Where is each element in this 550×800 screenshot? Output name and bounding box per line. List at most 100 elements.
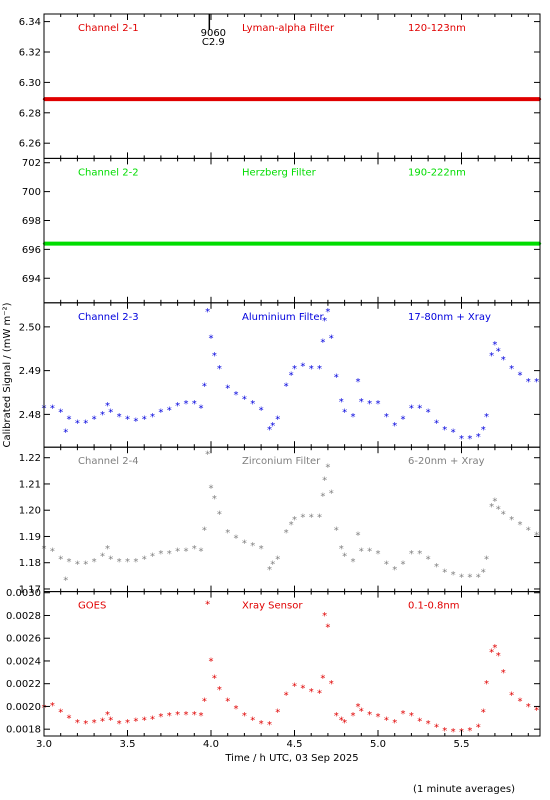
data-point: * [67,557,72,568]
data-point: * [125,557,130,568]
data-point: * [212,494,217,505]
y-tick-label: 1.22 [19,453,41,464]
data-point: * [434,722,439,733]
data-point: * [426,554,431,565]
y-tick-label: 0.0020 [6,702,41,713]
y-tick-label: 694 [22,274,41,285]
y-tick-label: 0.0022 [6,679,41,690]
data-point: * [192,399,197,410]
data-point: * [58,708,63,719]
data-point: * [339,716,344,727]
data-point: * [392,565,397,576]
data-point: * [355,377,360,388]
data-point: * [83,419,88,430]
data-point: * [50,701,55,712]
data-point: * [467,434,472,445]
data-point: * [501,510,506,521]
data-point: * [451,570,456,581]
data-point: * [183,546,188,557]
data-point [84,242,87,245]
data-point: * [250,541,255,552]
data-point: * [417,549,422,560]
data-point: * [517,696,522,707]
data-point: * [198,711,203,722]
data-point: * [217,510,222,521]
data-point: * [384,716,389,727]
data-point: * [275,554,280,565]
data-point: * [526,525,531,536]
y-tick-label: 6.34 [19,17,41,28]
data-point: * [92,557,97,568]
data-point: * [367,546,372,557]
data-point: * [183,399,188,410]
y-tick-label: 2.48 [19,410,41,421]
data-point: * [192,710,197,721]
panel-band-label: 17-80nm + Xray [408,312,491,323]
data-point: * [476,722,481,733]
panel-filter-label: Zirconium Filter [242,456,321,467]
panel-frame [43,591,541,737]
data-point: * [242,395,247,406]
panel-filter-label: Aluminium Filter [242,312,325,323]
data-point [418,242,421,245]
data-point: * [517,371,522,382]
data-point [84,97,87,101]
footnote: (1 minute averages) [413,784,515,795]
y-tick-label: 702 [22,158,41,169]
data-point: * [125,414,130,425]
data-point [502,97,505,101]
data-point: * [275,708,280,719]
y-tick-label: 2.50 [19,322,41,333]
data-point: * [426,408,431,419]
data-point: * [117,557,122,568]
data-point: * [198,403,203,414]
data-point: * [259,544,264,555]
data-point: * [289,520,294,531]
y-tick-label: 6.26 [19,139,41,150]
x-tick-label: 4.0 [203,739,219,750]
data-point: * [409,549,414,560]
data-point: * [355,702,360,713]
x-axis: 3.0 3.5 4.0 4.5 5.0 5.5 [36,14,469,750]
data-point: * [526,377,531,388]
data-point: * [105,401,110,412]
panel-2: 694 696 698 700 702 Channel 2-2 Herzberg Filte… [22,157,542,304]
data-point: * [359,706,364,717]
data-point: * [83,719,88,730]
data-point: * [329,489,334,500]
data-point: * [481,708,486,719]
data-point: * [329,679,334,690]
panel-channel-label: Channel 2-4 [78,456,139,467]
data-point: * [225,696,230,707]
y-tick-label: 6.30 [19,78,41,89]
data-point: * [467,726,472,737]
data-point: * [325,622,330,633]
data-point: * [442,567,447,578]
data-point: * [334,711,339,722]
data-point: * [105,544,110,555]
data-point: * [334,373,339,384]
y-tick-label: 698 [22,216,41,227]
data-point: * [209,656,214,667]
data-point [293,242,296,245]
data-point: * [359,397,364,408]
data-point: * [67,713,72,724]
panel-channel-label: Channel 2-2 [78,167,139,178]
data-point: * [325,307,330,318]
data-point [209,97,213,101]
data-point: * [451,427,456,438]
data-point: * [205,600,210,611]
data-point: * [526,702,531,713]
data-point: * [317,364,322,375]
panel-channel-label: Channel 2-1 [78,23,139,34]
data-point: * [242,539,247,550]
data-point: * [234,704,239,715]
data-point: * [492,340,497,351]
data-point: * [63,427,68,438]
y-axis-label: Calibrated Signal / (mW m⁻²) [2,302,13,447]
data-point: * [75,560,80,571]
data-point: * [150,412,155,423]
panel-channel-label: GOES [78,601,106,612]
data-point: * [275,414,280,425]
data-point: * [317,512,322,523]
